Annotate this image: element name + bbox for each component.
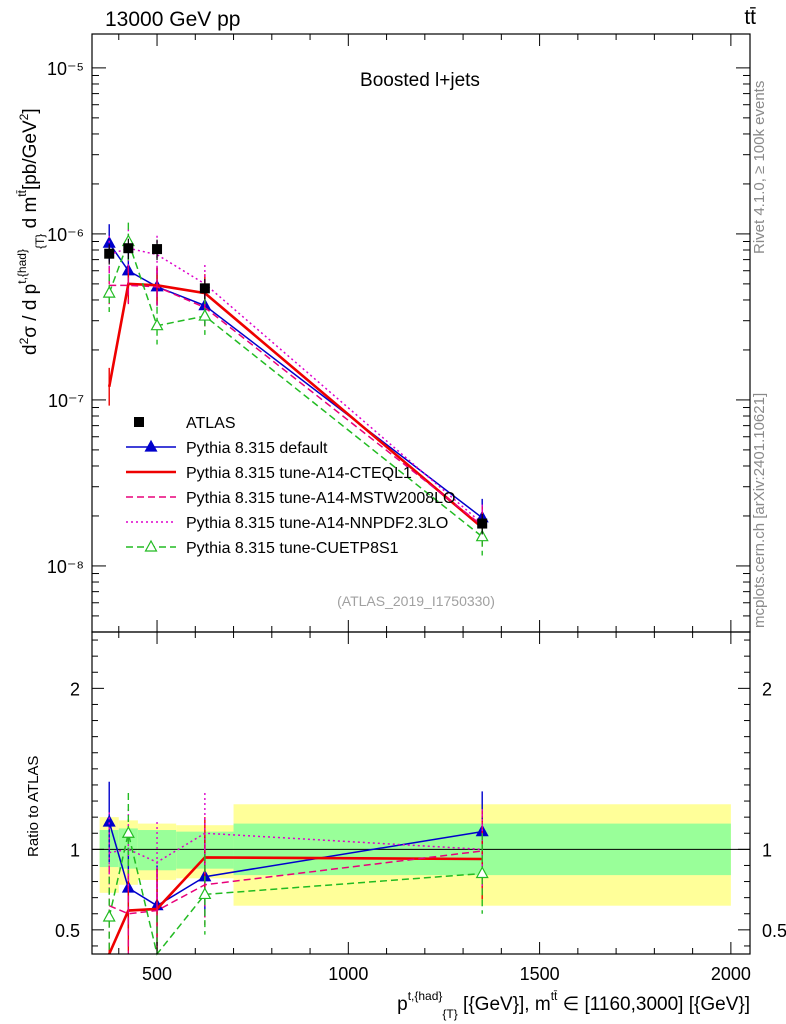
legend-label: Pythia 8.315 tune-A14-CTEQL1 bbox=[186, 465, 412, 482]
plot-title: Boosted l+jets bbox=[360, 70, 480, 91]
process-label: tt̄ bbox=[744, 6, 756, 29]
ratio-tick-label-left: 0.5 bbox=[55, 921, 80, 941]
axis-ticks bbox=[92, 34, 750, 954]
legend-label-atlas: ATLAS bbox=[186, 415, 236, 432]
tick-labels: 500 1000 1500 2000 10⁻⁸ 10⁻⁷ 10⁻⁶ 10⁻⁵ 0.5 0.5 1 1 2… bbox=[47, 59, 786, 984]
atlas-marker bbox=[199, 283, 210, 294]
legend-swatch-atlas bbox=[134, 417, 144, 427]
series-layer bbox=[102, 222, 489, 956]
series-line-main bbox=[109, 284, 483, 527]
series-marker-ratio bbox=[475, 866, 489, 879]
y-tick-label: 10⁻⁶ bbox=[47, 225, 84, 245]
x-tick-label: 500 bbox=[142, 964, 172, 984]
atlas-marker bbox=[152, 244, 163, 255]
series-marker-main bbox=[198, 308, 212, 321]
series-line-ratio bbox=[108, 850, 483, 915]
legend-label: Pythia 8.315 tune-A14-MSTW2008LO bbox=[186, 490, 455, 507]
series-marker-main bbox=[102, 285, 116, 298]
legend-label: Pythia 8.315 default bbox=[186, 440, 328, 457]
legend-label: Pythia 8.315 tune-CUETP8S1 bbox=[186, 540, 399, 557]
series-marker-main bbox=[150, 318, 164, 331]
y-axis-label: d2σ / d pt,{had}{T} d mtt̄[pb/GeV2] bbox=[15, 108, 47, 355]
ratio-tick-label-left: 1 bbox=[70, 840, 80, 860]
legend-swatch-marker bbox=[144, 539, 158, 552]
series-marker-ratio bbox=[102, 909, 116, 922]
y-tick-label: 10⁻⁸ bbox=[47, 557, 84, 577]
y-axis-title: d2σ / d pt,{had}{T} d mtt̄[pb/GeV2] bbox=[15, 108, 47, 355]
rivet-version-label: Rivet 4.1.0, ≥ 100k events bbox=[751, 80, 768, 254]
ratio-axis-label: Ratio to ATLAS bbox=[25, 756, 42, 857]
ratio-frame bbox=[91, 631, 751, 955]
series-marker-ratio bbox=[121, 826, 135, 838]
ratio-tick-label-right: 2 bbox=[762, 679, 772, 699]
ratio-tick-label-right: 1 bbox=[762, 840, 772, 860]
ratio-tick-label-left: 2 bbox=[70, 679, 80, 699]
atlas-marker bbox=[477, 518, 488, 529]
series-marker-main bbox=[475, 529, 489, 542]
series-marker-ratio bbox=[102, 814, 116, 827]
ratio-tick-label-right: 0.5 bbox=[762, 921, 786, 941]
energy-label: 13000 GeV pp bbox=[105, 8, 241, 31]
y-tick-label: 10⁻⁵ bbox=[47, 59, 84, 79]
x-axis-title: pt,{had}{T} [{GeV}], mtt̄ ∈ [1160,3000] … bbox=[397, 989, 750, 1021]
legend: ATLAS Pythia 8.315 default Pythia 8.315 tu… bbox=[126, 415, 455, 557]
series-marker-ratio bbox=[198, 887, 212, 900]
mcplots-label: mcplots.cern.ch [arXiv:2401.10621] bbox=[751, 392, 768, 628]
x-tick-label: 1500 bbox=[520, 964, 560, 984]
atlas-marker bbox=[104, 248, 115, 259]
atlas-marker bbox=[123, 243, 134, 254]
legend-label: Pythia 8.315 tune-A14-NNPDF2.3LO bbox=[186, 515, 448, 532]
analysis-tag: (ATLAS_2019_I1750330) bbox=[337, 593, 495, 609]
ratio-band-inner bbox=[137, 830, 177, 871]
y-tick-label: 10⁻⁷ bbox=[48, 391, 84, 411]
x-tick-label: 1000 bbox=[328, 964, 368, 984]
x-tick-label: 2000 bbox=[711, 964, 751, 984]
x-axis-label: pt,{had}{T} [{GeV}], mtt̄ ∈ [1160,3000] … bbox=[397, 989, 750, 1021]
legend-swatch-marker bbox=[144, 439, 158, 452]
reference-layer bbox=[104, 238, 488, 535]
